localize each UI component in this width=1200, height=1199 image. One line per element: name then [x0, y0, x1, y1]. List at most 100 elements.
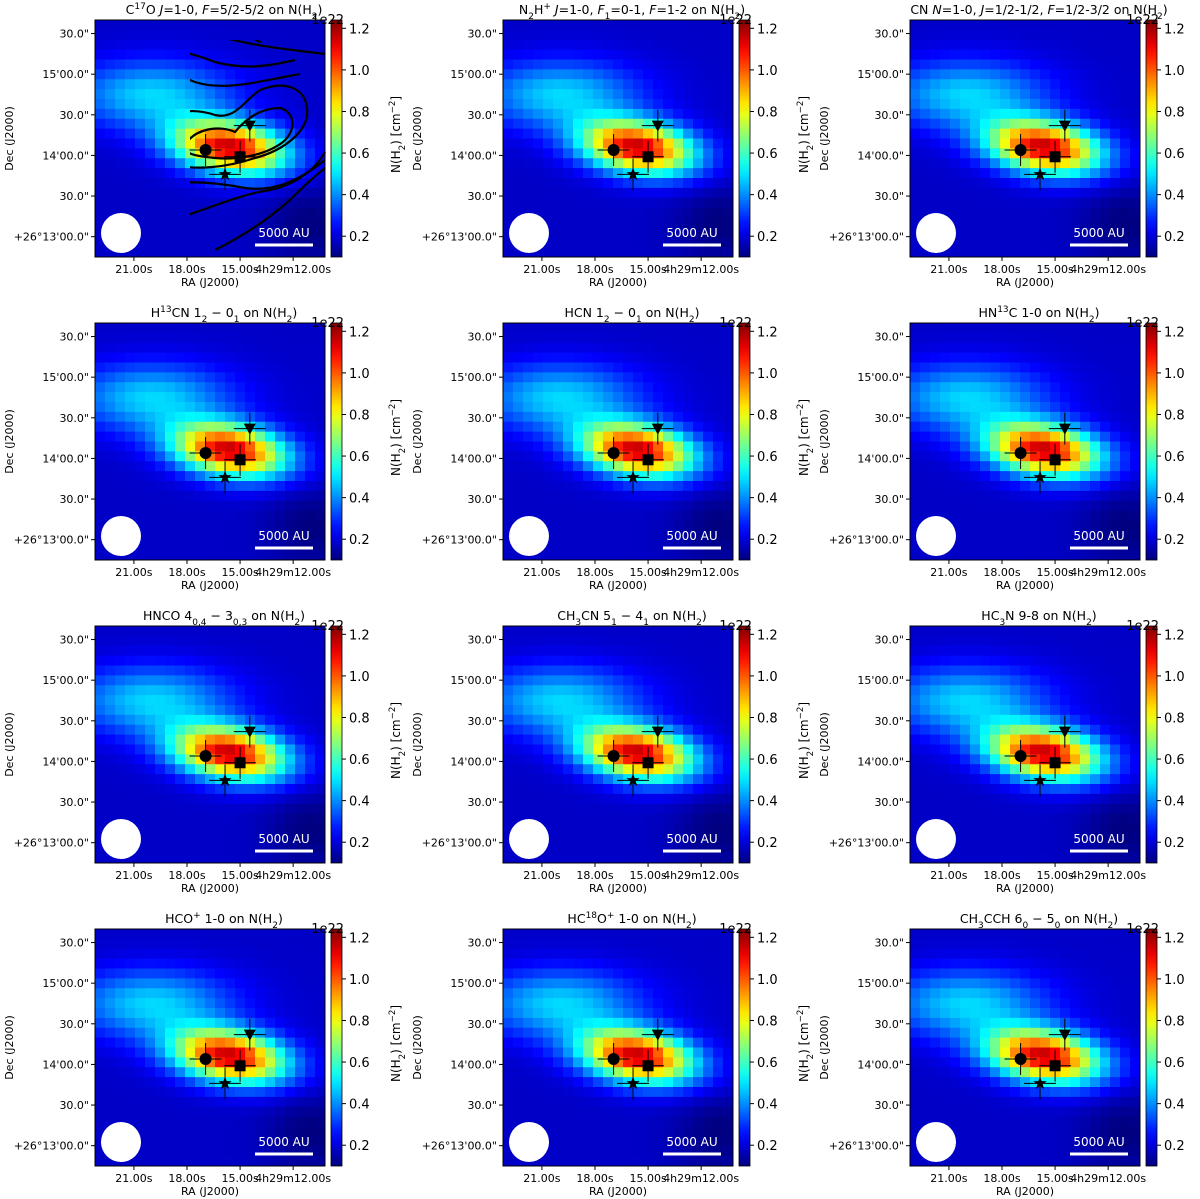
heatmap-pixel [693, 342, 704, 354]
heatmap-pixel [175, 237, 186, 248]
heatmap-pixel [205, 128, 216, 140]
heatmap-pixel [95, 724, 106, 736]
heatmap-pixel [205, 675, 216, 686]
heatmap-pixel [573, 29, 584, 41]
heatmap-pixel [970, 247, 981, 257]
heatmap-pixel [593, 39, 604, 51]
heatmap-pixel [623, 332, 634, 344]
heatmap-pixel [185, 705, 196, 716]
heatmap-pixel [125, 421, 136, 433]
heatmap-pixel [1030, 441, 1041, 452]
heatmap-pixel [673, 342, 684, 354]
x-tick-label: 21.00s [930, 263, 967, 276]
heatmap-pixel [155, 853, 166, 863]
heatmap-pixel [1020, 550, 1031, 560]
heatmap-pixel [503, 207, 514, 219]
heatmap-pixel [990, 550, 1001, 560]
heatmap-pixel [305, 108, 316, 120]
heatmap-pixel [1070, 481, 1081, 492]
heatmap-pixel [653, 402, 664, 413]
heatmap-pixel [195, 451, 206, 462]
heatmap-pixel [155, 79, 166, 90]
heatmap-pixel [285, 89, 296, 100]
heatmap-pixel [115, 675, 126, 686]
heatmap-pixel [285, 352, 296, 364]
heatmap-pixel [613, 99, 624, 110]
heatmap-pixel [623, 79, 634, 90]
heatmap-pixel [543, 207, 554, 219]
heatmap-pixel [1130, 99, 1140, 110]
heatmap-pixel [723, 168, 733, 179]
heatmap-pixel [95, 451, 106, 462]
y-tick-label: 30.0" [59, 493, 89, 506]
heatmap-pixel [1110, 635, 1121, 647]
heatmap-pixel [285, 217, 296, 228]
heatmap-pixel [693, 481, 704, 492]
heatmap-pixel [930, 168, 941, 179]
heatmap-pixel [255, 764, 266, 775]
heatmap-pixel [1050, 39, 1061, 51]
heatmap-pixel [1040, 461, 1051, 472]
heatmap-pixel [305, 823, 316, 834]
heatmap-pixel [1130, 451, 1140, 462]
heatmap-pixel [1110, 59, 1121, 70]
heatmap-pixel [175, 128, 186, 140]
heatmap-pixel [105, 158, 116, 169]
heatmap-pixel [503, 635, 514, 647]
heatmap-pixel [1020, 207, 1031, 219]
heatmap-pixel [1000, 79, 1011, 90]
heatmap-pixel [603, 490, 614, 502]
heatmap-pixel [703, 421, 714, 433]
heatmap-pixel [513, 675, 524, 686]
heatmap-pixel [553, 168, 564, 179]
x-tick-label: 18.00s [983, 263, 1020, 276]
heatmap-pixel [663, 530, 674, 541]
heatmap-pixel [165, 323, 176, 334]
heatmap-pixel [1010, 59, 1021, 70]
heatmap-pixel [723, 481, 733, 492]
heatmap-pixel [105, 108, 116, 120]
heatmap-pixel [225, 178, 236, 189]
heatmap-pixel [950, 500, 961, 512]
heatmap-pixel [940, 382, 951, 393]
heatmap-pixel [533, 362, 544, 373]
heatmap-pixel [1130, 89, 1140, 100]
heatmap-pixel [105, 332, 116, 344]
heatmap-pixel [683, 833, 694, 844]
heatmap-pixel [513, 635, 524, 647]
heatmap-pixel [603, 451, 614, 462]
heatmap-pixel [175, 675, 186, 686]
heatmap-pixel [653, 148, 664, 159]
heatmap-pixel [265, 158, 276, 169]
heatmap-pixel [175, 441, 186, 452]
heatmap-pixel [175, 158, 186, 169]
heatmap-pixel [980, 441, 991, 452]
heatmap-pixel [285, 59, 296, 70]
heatmap-pixel [145, 128, 156, 140]
heatmap-pixel [583, 784, 594, 795]
heatmap-pixel [663, 665, 674, 676]
heatmap-pixel [990, 237, 1001, 248]
heatmap-pixel [1110, 392, 1121, 403]
heatmap-pixel [315, 79, 325, 90]
heatmap-pixel [713, 774, 724, 785]
heatmap-pixel [643, 784, 654, 795]
heatmap-pixel [623, 431, 634, 443]
heatmap-pixel [175, 89, 186, 100]
heatmap-pixel [275, 724, 286, 736]
heatmap-pixel [205, 372, 216, 383]
colorbar-tick-label: 0.4 [349, 492, 370, 507]
heatmap-pixel [683, 411, 694, 423]
heatmap-pixel [245, 540, 256, 551]
heatmap-pixel [125, 247, 136, 257]
heatmap-pixel [1130, 471, 1140, 482]
heatmap-pixel [285, 754, 296, 765]
heatmap-pixel [693, 323, 704, 334]
heatmap-pixel [125, 675, 136, 686]
heatmap-pixel [1010, 118, 1021, 130]
heatmap-pixel [673, 352, 684, 364]
heatmap-pixel [1120, 490, 1131, 502]
heatmap-pixel [215, 128, 226, 140]
heatmap-pixel [583, 813, 594, 825]
heatmap-pixel [1090, 635, 1101, 647]
